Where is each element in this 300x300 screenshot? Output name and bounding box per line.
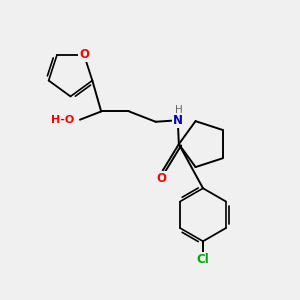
Text: O: O <box>79 48 89 62</box>
Text: H-O: H-O <box>51 115 75 125</box>
Text: Cl: Cl <box>196 253 209 266</box>
Text: O: O <box>156 172 166 185</box>
Text: H: H <box>175 105 182 115</box>
Text: N: N <box>173 114 183 127</box>
